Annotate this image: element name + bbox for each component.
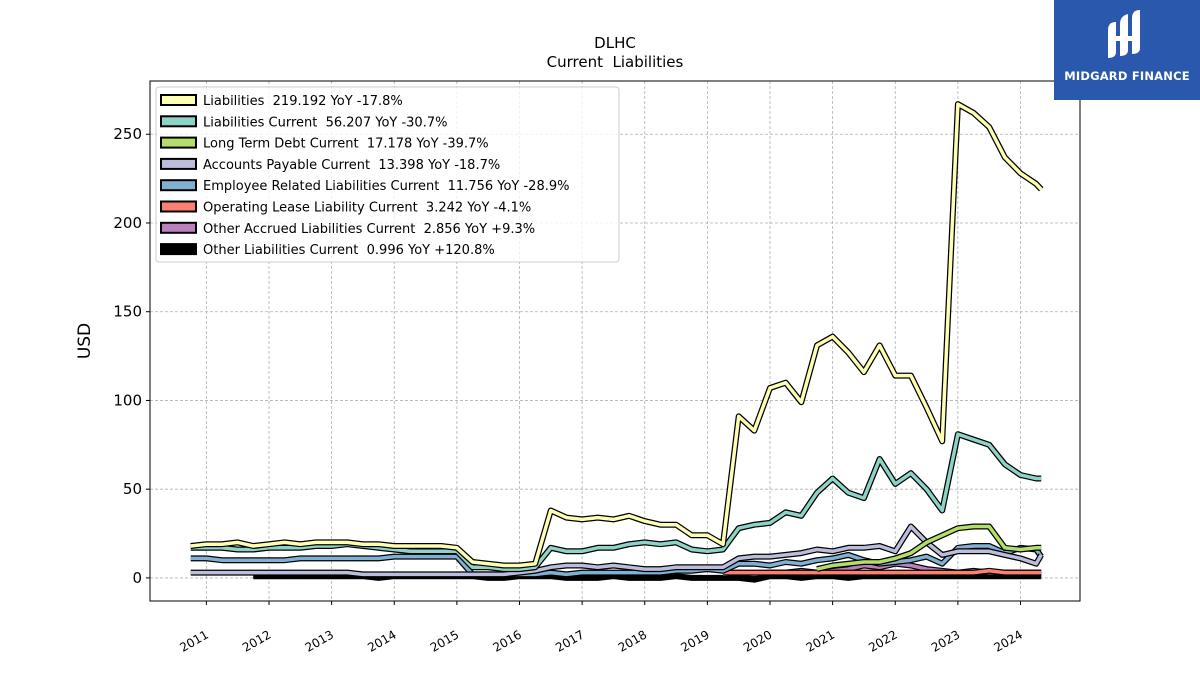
chart-subtitle: Current Liabilities	[547, 53, 684, 71]
x-tick-label: 2012	[240, 627, 273, 654]
legend-label: Other Accrued Liabilities Current 2.856 …	[203, 222, 535, 237]
x-tick-label: 2018	[616, 627, 649, 654]
series-lines	[190, 101, 1044, 583]
brand-logo: MIDGARD FINANCE	[1054, 0, 1200, 100]
series-line	[723, 569, 1042, 575]
series-line	[816, 524, 1042, 571]
y-tick-label: 250	[113, 125, 142, 143]
legend-label: Liabilities Current 56.207 YoY -30.7%	[203, 115, 447, 130]
x-tick-label: 2020	[741, 627, 774, 654]
x-axis: 2011 2012 2013 2014 2015 2016 2017 2018 2019 2020…	[177, 601, 1025, 655]
y-axis-label: USD	[75, 323, 95, 359]
x-tick-label: 2023	[929, 627, 962, 654]
series-1	[190, 431, 1042, 573]
legend-box	[155, 86, 620, 263]
x-tick-label: 2013	[303, 627, 336, 654]
legend-swatch	[160, 179, 197, 192]
legend-swatch	[160, 136, 197, 149]
y-tick-label: 150	[113, 303, 142, 321]
series-2	[816, 523, 1042, 573]
x-tick-label: 2024	[992, 627, 1025, 654]
y-tick-label: 100	[113, 391, 142, 409]
legend-label: Long Term Debt Current 17.178 YoY -39.7%	[203, 137, 489, 152]
x-tick-label: 2021	[804, 627, 837, 654]
x-tick-label: 2014	[365, 627, 398, 654]
legend-label: Operating Lease Liability Current 3.242 …	[203, 201, 531, 216]
legend-swatch	[160, 94, 197, 106]
y-tick-label: 50	[123, 480, 142, 498]
chart-title: DLHC	[594, 34, 636, 52]
logo-mark-icon	[1108, 10, 1140, 58]
logo-text: MIDGARD FINANCE	[1064, 69, 1190, 83]
series-3	[190, 523, 1044, 578]
legend-swatch	[160, 115, 197, 128]
x-tick-label: 2019	[678, 627, 711, 654]
x-tick-label: 2011	[177, 627, 210, 654]
x-tick-label: 2015	[428, 627, 461, 654]
legend-label: Accounts Payable Current 13.398 YoY -18.…	[203, 158, 500, 173]
legend-swatch	[160, 157, 197, 170]
series-line	[190, 544, 1043, 577]
series-0	[190, 101, 1044, 569]
legend-swatch	[160, 243, 197, 256]
series-line	[190, 432, 1042, 571]
series-5	[723, 567, 1042, 576]
legend-swatch	[160, 200, 197, 213]
x-tick-label: 2016	[491, 627, 524, 654]
series-4	[190, 543, 1044, 578]
plot-area	[149, 80, 1081, 602]
y-tick-label: 0	[132, 569, 142, 587]
x-tick-label: 2017	[553, 627, 586, 654]
x-tick-label: 2022	[866, 627, 899, 654]
y-tick-label: 200	[113, 214, 142, 232]
y-axis: 0 50 100 150 200 250	[113, 125, 150, 587]
legend: Liabilities 219.192 YoY -17.8% Liabilitie…	[155, 86, 620, 263]
legend-label: Employee Related Liabilities Current 11.…	[203, 179, 569, 194]
legend-swatch	[160, 221, 197, 234]
series-line	[190, 102, 1043, 568]
legend-label: Other Liabilities Current 0.996 YoY +120…	[203, 243, 495, 258]
legend-label: Liabilities 219.192 YoY -17.8%	[203, 94, 403, 109]
series-line	[190, 524, 1043, 577]
